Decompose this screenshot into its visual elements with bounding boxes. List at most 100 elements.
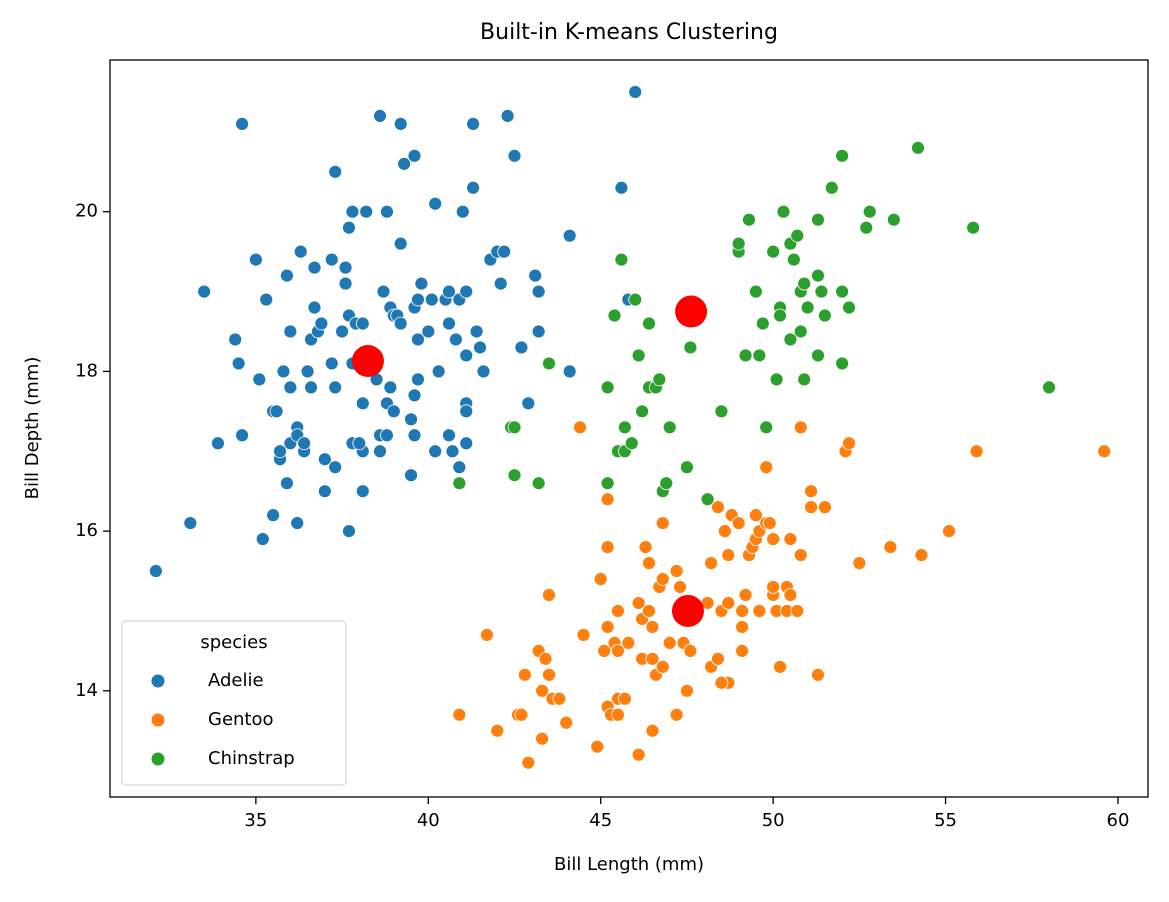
data-point <box>593 572 608 586</box>
centroid <box>671 594 704 627</box>
data-point <box>669 564 684 578</box>
data-point <box>645 723 660 738</box>
data-point <box>607 308 622 323</box>
data-point <box>280 268 294 283</box>
y-tick-label: 16 <box>75 520 98 541</box>
data-point <box>611 643 625 658</box>
data-point <box>776 204 791 219</box>
data-point <box>266 508 281 523</box>
data-point <box>638 540 653 554</box>
data-point <box>335 324 349 339</box>
data-point <box>476 364 491 379</box>
chart-title: Built-in K-means Clustering <box>480 20 778 45</box>
legend-marker <box>151 752 165 766</box>
data-point <box>535 731 549 746</box>
data-point <box>824 180 839 195</box>
x-tick-label: 60 <box>1107 810 1130 831</box>
data-point <box>373 444 387 459</box>
data-point <box>359 204 374 219</box>
data-point <box>500 108 515 123</box>
data-point <box>345 204 360 219</box>
data-point <box>304 380 318 395</box>
data-point <box>535 683 549 698</box>
data-point <box>248 252 263 267</box>
data-point <box>655 572 670 586</box>
data-point <box>611 604 625 618</box>
data-point <box>759 460 774 475</box>
data-point <box>711 500 725 515</box>
data-point <box>342 524 356 539</box>
data-point <box>531 324 546 339</box>
data-point <box>859 220 874 235</box>
plot-frame <box>109 59 1149 798</box>
data-point <box>804 484 818 499</box>
data-point <box>297 436 312 451</box>
data-point <box>655 659 670 674</box>
data-point <box>183 516 198 531</box>
data-point <box>455 204 470 219</box>
data-point <box>411 292 425 307</box>
data-point <box>338 260 353 275</box>
data-point <box>811 348 825 363</box>
data-point <box>731 236 746 251</box>
data-point <box>793 420 808 435</box>
data-point <box>459 436 474 451</box>
data-point <box>528 268 543 283</box>
data-point <box>752 348 767 363</box>
data-point <box>755 316 770 331</box>
y-tick-label: 20 <box>75 201 98 222</box>
data-point <box>762 516 777 531</box>
data-point <box>600 620 615 634</box>
data-point <box>442 428 456 443</box>
data-point <box>735 620 750 634</box>
data-point <box>1097 444 1112 459</box>
data-point <box>797 372 812 387</box>
data-point <box>731 516 746 531</box>
data-point <box>1042 380 1056 395</box>
data-point <box>542 356 556 371</box>
data-point <box>211 436 225 451</box>
data-point <box>752 604 767 618</box>
data-point <box>600 380 615 395</box>
x-tick-label: 40 <box>417 810 440 831</box>
centroid <box>675 295 708 328</box>
data-point <box>721 548 736 562</box>
data-point <box>769 372 784 387</box>
data-point <box>273 444 287 459</box>
data-point <box>662 420 677 435</box>
data-point <box>414 276 429 291</box>
data-point <box>800 300 815 315</box>
data-point <box>738 348 753 363</box>
data-point <box>835 284 850 299</box>
data-point <box>624 436 639 451</box>
data-point <box>355 484 370 499</box>
data-point <box>766 580 781 594</box>
data-point <box>642 556 656 570</box>
data-point <box>355 396 370 411</box>
data-point <box>842 436 856 451</box>
data-point <box>459 404 474 419</box>
data-point <box>293 244 308 259</box>
data-point <box>521 396 536 411</box>
data-point <box>442 284 456 299</box>
data-point <box>407 428 422 443</box>
data-point <box>559 715 574 730</box>
legend-box <box>121 620 347 786</box>
data-point <box>645 651 660 666</box>
data-point <box>614 252 629 267</box>
data-point <box>835 148 850 163</box>
data-point <box>721 596 736 610</box>
data-point <box>531 284 546 299</box>
data-point <box>617 691 632 706</box>
data-point <box>562 364 577 379</box>
data-point <box>283 324 298 339</box>
data-point <box>811 667 825 682</box>
data-point <box>307 300 322 315</box>
data-point <box>635 404 650 419</box>
data-point <box>659 476 674 491</box>
data-point <box>717 524 732 539</box>
data-point <box>552 691 567 706</box>
data-point <box>490 723 505 738</box>
data-point <box>914 548 929 562</box>
data-point <box>790 228 805 243</box>
